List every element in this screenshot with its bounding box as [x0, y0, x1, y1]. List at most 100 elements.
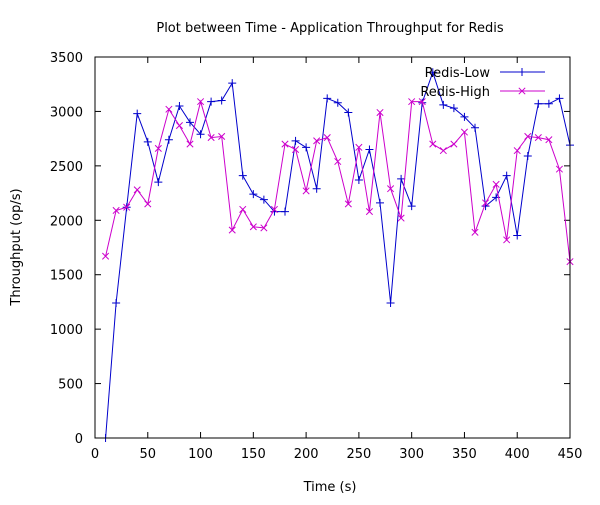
- redis-low-point: [291, 136, 300, 145]
- redis-low-point: [112, 299, 121, 308]
- redis-low-point: [407, 202, 416, 211]
- plot-frame: [94, 56, 571, 439]
- redis-high-point: [144, 200, 152, 208]
- redis-low-point: [344, 108, 353, 117]
- x-tick-label: 450: [558, 447, 583, 462]
- redis-low-point: [249, 190, 258, 199]
- x-axis-label: Time (s): [303, 480, 357, 495]
- redis-low-point: [365, 145, 374, 154]
- redis-high-point: [555, 165, 563, 173]
- x-tick-label: 250: [346, 447, 371, 462]
- redis-high-point: [482, 199, 490, 207]
- redis-high-point: [154, 144, 162, 152]
- redis-low-point: [460, 112, 469, 121]
- redis-high-point: [387, 185, 395, 193]
- redis-high-point: [102, 252, 110, 260]
- redis-high-point: [197, 98, 205, 106]
- redis-low-point: [439, 100, 448, 109]
- redis-high-point: [260, 224, 268, 232]
- legend-label: Redis-High: [420, 85, 490, 100]
- x-tick-label: 50: [140, 447, 157, 462]
- redis-high-point: [418, 98, 426, 106]
- y-tick-label: 3500: [50, 51, 83, 66]
- redis-low-point: [186, 118, 194, 127]
- plot-series: [101, 68, 574, 442]
- legend-label: Redis-Low: [425, 66, 491, 81]
- redis-high-point: [439, 147, 447, 155]
- redis-low-point: [259, 195, 268, 204]
- redis-high-point: [239, 205, 247, 213]
- redis-low-point: [523, 152, 532, 161]
- redis-high-point: [270, 205, 278, 213]
- redis-high-point: [302, 187, 310, 195]
- redis-high-point: [323, 134, 331, 142]
- redis-low-point: [544, 99, 553, 108]
- redis-high-point: [397, 214, 405, 222]
- redis-low-point: [449, 104, 458, 113]
- redis-high-point: [355, 143, 363, 151]
- x-tick-label: 150: [241, 447, 266, 462]
- y-tick-label: 500: [58, 378, 83, 393]
- redis-high-point: [344, 200, 352, 208]
- redis-high-point: [228, 226, 236, 234]
- redis-high-point: [112, 206, 120, 215]
- legend-marker: [518, 87, 526, 95]
- redis-low-point: [386, 299, 395, 308]
- y-tick-label: 0: [75, 432, 83, 447]
- y-tick-label: 2000: [50, 214, 83, 229]
- redis-high-point: [545, 136, 553, 144]
- redis-high-point: [429, 140, 437, 148]
- redis-low-point: [164, 135, 173, 144]
- x-tick-label: 300: [399, 447, 424, 462]
- legend-item-redis-low: Redis-Low: [425, 66, 545, 81]
- y-tick-label: 2500: [50, 160, 83, 175]
- redis-low-point: [376, 198, 384, 207]
- redis-high-point: [513, 147, 521, 155]
- y-tick-label: 3000: [50, 105, 83, 120]
- redis-high-point: [460, 128, 468, 136]
- redis-high-point: [376, 108, 384, 117]
- redis-high-point: [123, 203, 131, 211]
- redis-high-point: [249, 223, 257, 231]
- redis-low-point: [196, 130, 205, 139]
- redis-low-line: [105, 70, 571, 439]
- redis-low-point: [397, 174, 406, 183]
- axes: 0 50 100 150 200 250 300 350 400 450 0 500 1000 1500 2…: [50, 51, 583, 462]
- legend-marker: [518, 68, 526, 76]
- redis-high-point: [503, 236, 511, 244]
- redis-high-point: [281, 140, 289, 148]
- redis-low-point: [471, 123, 479, 132]
- redis-high-point: [292, 145, 300, 154]
- redis-low-point: [207, 97, 216, 106]
- redis-low-point: [513, 231, 522, 240]
- redis-low-point: [534, 99, 543, 108]
- redis-low-point: [133, 109, 142, 118]
- series-redis-high: [102, 98, 574, 266]
- redis-low-point: [502, 171, 511, 180]
- x-tick-label: 400: [505, 447, 530, 462]
- legend: Redis-Low Redis-High: [420, 66, 545, 100]
- redis-high-point: [133, 186, 141, 194]
- redis-high-point: [471, 228, 479, 236]
- redis-high-point: [186, 140, 194, 148]
- redis-low-point: [323, 94, 332, 103]
- redis-low-point: [238, 171, 247, 180]
- redis-high-point: [218, 132, 226, 141]
- redis-low-point: [333, 98, 342, 107]
- y-tick-label: 1000: [50, 323, 83, 338]
- y-axis-label: Throughput (op/s): [9, 188, 24, 306]
- redis-high-line: [105, 99, 571, 262]
- redis-low-point: [555, 94, 564, 103]
- redis-low-point: [428, 68, 437, 77]
- redis-low-point: [228, 79, 237, 88]
- chart-title: Plot between Time - Application Throughp…: [156, 21, 503, 36]
- redis-low-point: [281, 207, 289, 216]
- redis-low-point: [312, 184, 321, 193]
- series-redis-low: [101, 68, 574, 442]
- redis-low-point: [302, 143, 311, 152]
- redis-high-point: [207, 134, 215, 142]
- redis-high-point: [313, 137, 321, 145]
- x-tick-label: 200: [294, 447, 319, 462]
- redis-low-point: [354, 176, 363, 185]
